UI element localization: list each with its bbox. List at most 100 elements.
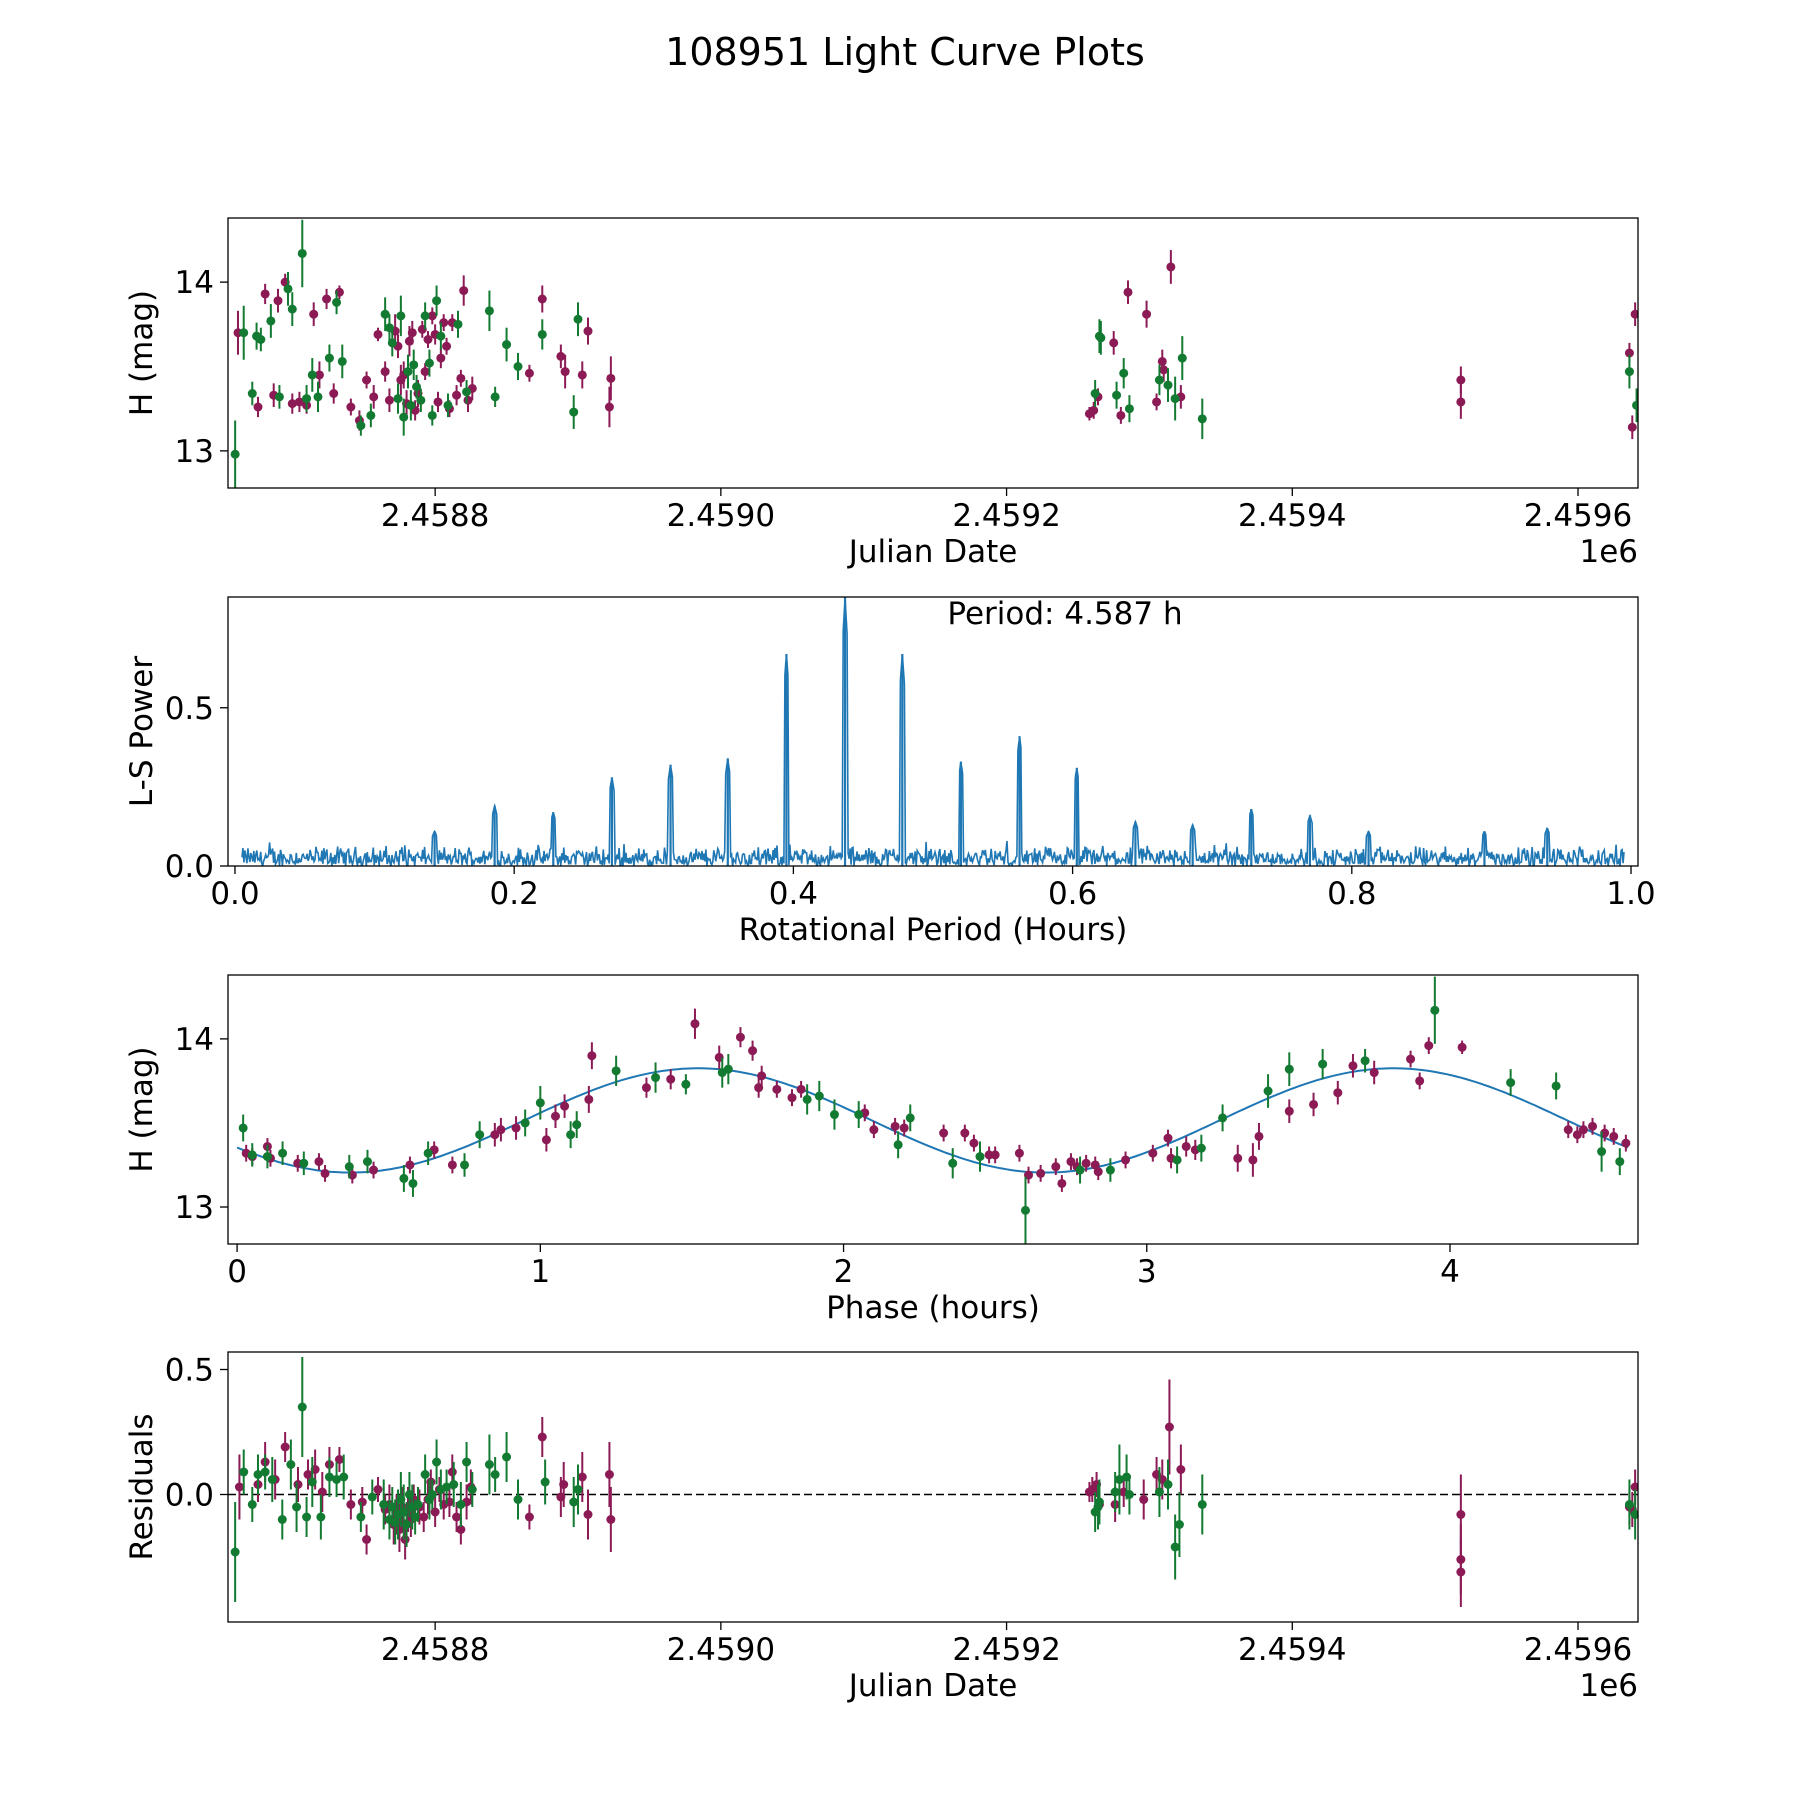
data-point: [606, 373, 616, 383]
data-point: [572, 1120, 582, 1130]
data-point: [274, 392, 284, 402]
data-point: [1284, 1106, 1294, 1116]
data-point: [430, 1507, 440, 1517]
data-point: [1036, 1168, 1046, 1178]
data-point: [1163, 380, 1173, 390]
data-point: [1159, 365, 1169, 375]
data-point: [490, 392, 500, 402]
data-point: [442, 341, 452, 351]
data-point: [890, 1121, 900, 1131]
data-point: [1263, 1086, 1273, 1096]
data-point: [1105, 1165, 1115, 1175]
data-point: [294, 397, 304, 407]
data-point: [569, 407, 579, 417]
data-point: [334, 1455, 344, 1464]
data-point: [238, 1123, 248, 1133]
data-point: [314, 370, 324, 380]
data-point: [975, 1152, 985, 1162]
data-point: [380, 367, 390, 377]
data-point: [384, 395, 394, 405]
data-point: [453, 319, 463, 329]
data-point: [403, 367, 413, 377]
panel-res: 2.4588 2.4590 2.4592 2.4594 2.4596 0.5 0.0 Juli…: [124, 1351, 1639, 1704]
data-point: [396, 311, 406, 321]
axes-frame: [227, 217, 1639, 489]
data-point: [423, 1148, 433, 1158]
data-point: [1630, 1482, 1638, 1492]
data-point: [1057, 1178, 1067, 1188]
data-point: [309, 309, 319, 319]
data-point: [303, 1470, 313, 1479]
data-point: [735, 1032, 745, 1042]
data-point: [362, 1157, 372, 1167]
data-point: [604, 402, 614, 412]
data-point: [393, 394, 403, 404]
data-point: [1456, 1510, 1466, 1519]
data-point: [362, 375, 372, 385]
data-point: [604, 1470, 614, 1479]
period-annotation: Period: 4.587 h: [947, 596, 1182, 632]
data-point: [266, 316, 276, 326]
data-point: [757, 1071, 767, 1081]
data-point: [1096, 333, 1106, 343]
data-point: [1157, 356, 1167, 366]
data-point: [253, 402, 263, 412]
data-point: [1248, 1155, 1258, 1165]
data-point: [356, 421, 366, 431]
data-point: [893, 1140, 903, 1150]
data-point: [283, 284, 293, 294]
data-point: [1597, 1147, 1607, 1157]
data-point: [611, 1066, 621, 1076]
data-point: [329, 389, 339, 398]
data-point: [1081, 1158, 1091, 1168]
data-point: [253, 1470, 263, 1479]
data-point: [467, 1485, 477, 1494]
x-tick-label: 2.4592: [952, 1632, 1060, 1668]
data-point: [317, 1487, 327, 1497]
data-point: [1630, 1510, 1638, 1519]
data-point: [1090, 389, 1100, 398]
data-point: [332, 1475, 342, 1484]
data-point: [583, 326, 593, 336]
data-point: [1051, 1162, 1061, 1172]
data-point: [427, 311, 437, 321]
data-point: [1093, 1167, 1103, 1177]
data-point: [420, 311, 430, 321]
axes-frame: [227, 1351, 1639, 1623]
panel-ls: Period: 4.587 h 0.0 0.2 0.4 0.6 0.8 1.0 0.0 0.5 R…: [124, 596, 1656, 948]
data-point: [1177, 353, 1187, 363]
data-point: [606, 1515, 616, 1524]
data-point: [577, 370, 587, 380]
data-point: [449, 1480, 459, 1489]
data-point: [239, 1467, 249, 1477]
plot-area-ls: [241, 597, 1625, 866]
data-point: [247, 389, 257, 398]
y-tick-label: 13: [175, 1190, 214, 1226]
data-point: [1014, 1148, 1024, 1158]
data-point: [346, 402, 356, 412]
data-point: [456, 373, 466, 383]
data-point: [475, 1130, 485, 1140]
data-point: [1164, 1422, 1174, 1432]
data-point: [1218, 1113, 1228, 1123]
data-point: [1621, 1138, 1631, 1148]
data-point: [490, 1130, 500, 1140]
data-point: [407, 328, 417, 338]
data-point: [337, 356, 347, 366]
data-point: [277, 1515, 287, 1524]
data-point: [560, 1101, 570, 1111]
data-point: [960, 1128, 970, 1138]
x-tick-label: 0.6: [1048, 876, 1097, 912]
model-fit-curve: [236, 1067, 1629, 1174]
periodogram-line: [241, 597, 1625, 866]
data-point: [362, 1535, 372, 1544]
data-point: [406, 400, 416, 410]
data-point: [1154, 375, 1164, 385]
data-point: [462, 387, 472, 397]
data-point: [239, 328, 249, 338]
data-point: [1563, 1125, 1573, 1135]
data-point: [367, 1492, 377, 1502]
data-point: [1551, 1081, 1561, 1091]
y-tick-label: 0.5: [165, 691, 214, 727]
data-point: [869, 1125, 879, 1135]
